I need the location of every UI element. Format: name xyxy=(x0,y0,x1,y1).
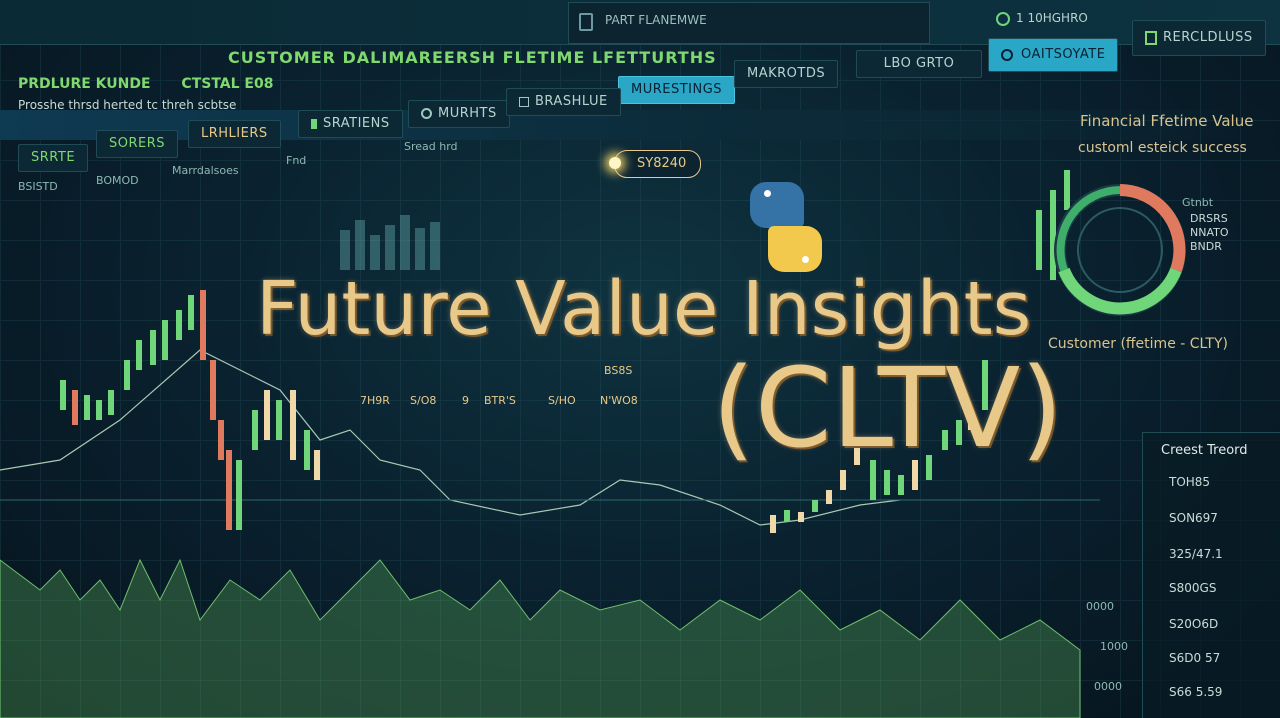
axis-label: 0000 xyxy=(1094,680,1122,693)
trend-item[interactable]: S66 5.59 xyxy=(1169,685,1223,699)
hero-title-line2: (CLTV) xyxy=(712,344,1064,472)
tiny-bsistd: BSISTD xyxy=(18,180,58,193)
chart-icon xyxy=(519,96,529,107)
price-tag[interactable]: SY8240 xyxy=(609,150,702,178)
toolbar-label-fnd: Fnd xyxy=(286,154,307,167)
legend-item: BNDR xyxy=(1190,240,1222,253)
data-row-value: N'WO8 xyxy=(600,394,638,407)
subnav-item-murhts[interactable]: MURHTS xyxy=(408,100,510,128)
data-row-value: 7H9R xyxy=(360,394,390,407)
candles-right xyxy=(770,170,1070,533)
trend-item[interactable]: TOH85 xyxy=(1169,475,1211,489)
data-row-value: 9 xyxy=(462,394,469,407)
app-title: CUSTOMER DALIMAREERSH FLETIME LFETTURTHS xyxy=(228,48,717,67)
hero-title-line1: Future Value Insights xyxy=(256,266,1032,352)
bookmark-icon xyxy=(311,118,317,129)
trend-item[interactable]: S800GS xyxy=(1169,581,1217,595)
trend-item[interactable]: 325/47.1 xyxy=(1169,547,1223,561)
volume-area xyxy=(0,558,1081,718)
right-panel-title: Financial Ffetime Value xyxy=(1080,112,1254,130)
data-row-value: S/O8 xyxy=(410,394,437,407)
data-row-value: BTR'S xyxy=(484,394,516,407)
glow-dot-icon xyxy=(609,157,621,169)
settings-icon xyxy=(1145,30,1157,45)
legend-item: DRSRS xyxy=(1190,212,1228,225)
search-placeholder: PART FLANEMWE xyxy=(605,13,707,27)
axis-label: 1000 xyxy=(1100,640,1128,653)
top-action-button[interactable]: RERCLDLUSS xyxy=(1132,20,1266,56)
clock-icon xyxy=(1001,48,1013,61)
subnav-item-brashlue[interactable]: BRASHLUE xyxy=(506,88,621,116)
brand-label: PRDLURE KUNDE CTSTAL E08 xyxy=(18,76,274,92)
subnav-caption: Prosshe thrsd herted tc threh scbtse xyxy=(18,98,237,112)
legend-item: Gtnbt xyxy=(1182,196,1214,209)
toolbar-label-sread: Sread hrd xyxy=(404,140,458,153)
toolbar-lrhliers[interactable]: LRHLIERS xyxy=(188,120,281,148)
tab-murestings[interactable]: MURESTINGS xyxy=(618,76,736,104)
toolbar-srrte[interactable]: SRRTE xyxy=(18,144,89,172)
trend-panel: Creest Treord TOH85 SON697 325/47.1 S800… xyxy=(1142,432,1280,718)
mid-bars xyxy=(340,215,440,270)
trend-item[interactable]: SON697 xyxy=(1169,511,1218,525)
tiny-bomod: BOMOD xyxy=(96,174,139,187)
tab-lbo-grto[interactable]: LBO GRTO xyxy=(856,50,982,78)
trend-item[interactable]: S20O6D xyxy=(1169,617,1219,631)
legend-item: NNATO xyxy=(1190,226,1229,239)
python-logo xyxy=(744,182,824,272)
candles-left xyxy=(60,290,320,530)
right-panel-footer: Customer (ffetime - CLTY) xyxy=(1048,336,1228,352)
trend-panel-title: Creest Treord xyxy=(1161,443,1248,458)
search-icon xyxy=(579,13,593,31)
toolbar-sorers[interactable]: SORERS xyxy=(96,130,179,158)
trend-item[interactable]: S6D0 57 xyxy=(1169,651,1221,665)
data-row-value: S/HO xyxy=(548,394,576,407)
donut-chart xyxy=(1054,184,1186,316)
circle-icon xyxy=(421,108,432,119)
tiny-marrdalsoes: Marrdalsoes xyxy=(172,164,239,177)
subnav-item-sratiens[interactable]: SRATIENS xyxy=(298,110,403,138)
tab-oaitsoyate[interactable]: OAITSOYATE xyxy=(988,38,1119,72)
data-row-heading: BS8S xyxy=(604,364,633,377)
axis-label: 0000 xyxy=(1086,600,1114,613)
right-panel-subtitle: customl esteick success xyxy=(1078,140,1247,156)
tab-makrotds[interactable]: MAKROTDS xyxy=(734,60,839,88)
refresh-icon xyxy=(996,11,1010,26)
top-counter[interactable]: 1 10HGHRO xyxy=(996,2,1106,34)
search-box[interactable]: PART FLANEMWE xyxy=(568,2,930,44)
